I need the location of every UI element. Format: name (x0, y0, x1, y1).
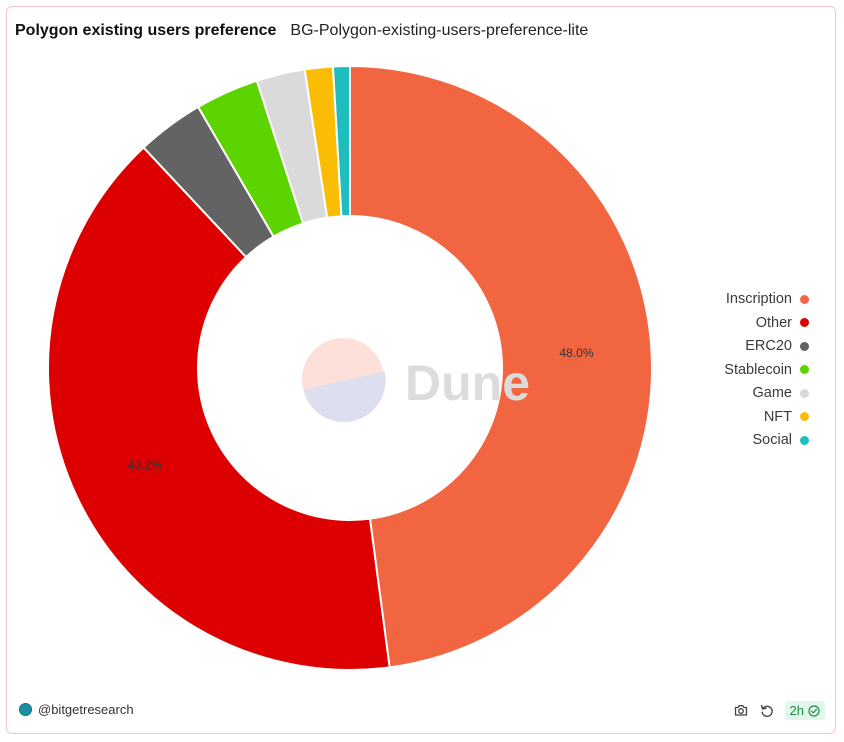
legend-swatch (800, 435, 809, 445)
legend-label: ERC20 (745, 338, 792, 355)
legend-swatch (800, 388, 809, 398)
legend-label: Inscription (725, 291, 792, 308)
refresh-icon[interactable] (759, 703, 775, 719)
donut-chart: Dune 48.0% 40.2% (47, 64, 653, 671)
chart-legend: Inscription Other ERC20 Stablecoin Game NFT So… (724, 290, 809, 450)
donut-slice-inscription[interactable] (349, 64, 653, 669)
dune-watermark: Dune (302, 338, 530, 423)
donut-slice-social[interactable] (331, 64, 351, 218)
chart-card: Polygon existing users preference BG-Pol… (6, 6, 836, 734)
watermark-logo-bottom (303, 371, 386, 423)
donut-slice-other[interactable] (47, 146, 391, 671)
donut-slices (47, 64, 653, 671)
creator-handle[interactable]: @bitgetresearch (38, 702, 134, 717)
legend-item-other[interactable]: Other (756, 314, 809, 333)
legend-item-game[interactable]: Game (752, 384, 809, 403)
data-label-other: 40.2% (128, 458, 162, 472)
refresh-status-badge[interactable]: 2h (784, 701, 825, 720)
watermark-text: Dune (405, 355, 530, 411)
footer-credit: @bitgetresearch (19, 702, 134, 717)
legend-item-stablecoin[interactable]: Stablecoin (724, 361, 809, 380)
legend-label: Game (752, 385, 793, 402)
legend-swatch (800, 412, 809, 422)
data-labels: 48.0% 40.2% (128, 346, 594, 472)
legend-item-nft[interactable]: NFT (764, 408, 809, 427)
legend-swatch (800, 365, 809, 375)
data-label-inscription: 48.0% (559, 346, 593, 360)
refresh-age: 2h (789, 703, 804, 718)
legend-item-inscription[interactable]: Inscription (726, 290, 809, 309)
chart-title: Polygon existing users preference (15, 22, 277, 39)
chart-subtitle: BG-Polygon-existing-users-preference-lit… (290, 22, 589, 39)
chart-header: Polygon existing users preference BG-Pol… (15, 19, 588, 43)
footer-actions: 2h (733, 701, 825, 720)
legend-label: Stablecoin (724, 361, 792, 378)
legend-swatch (800, 341, 809, 351)
legend-item-social[interactable]: Social (752, 431, 809, 450)
legend-swatch (800, 318, 809, 328)
legend-swatch (800, 294, 809, 304)
camera-icon[interactable] (733, 703, 749, 719)
legend-label: NFT (763, 408, 792, 425)
legend-label: Other (755, 314, 792, 331)
user-avatar-icon (19, 703, 32, 716)
legend-item-erc20[interactable]: ERC20 (745, 337, 809, 356)
legend-label: Social (752, 432, 793, 449)
check-circle-icon (808, 704, 820, 717)
